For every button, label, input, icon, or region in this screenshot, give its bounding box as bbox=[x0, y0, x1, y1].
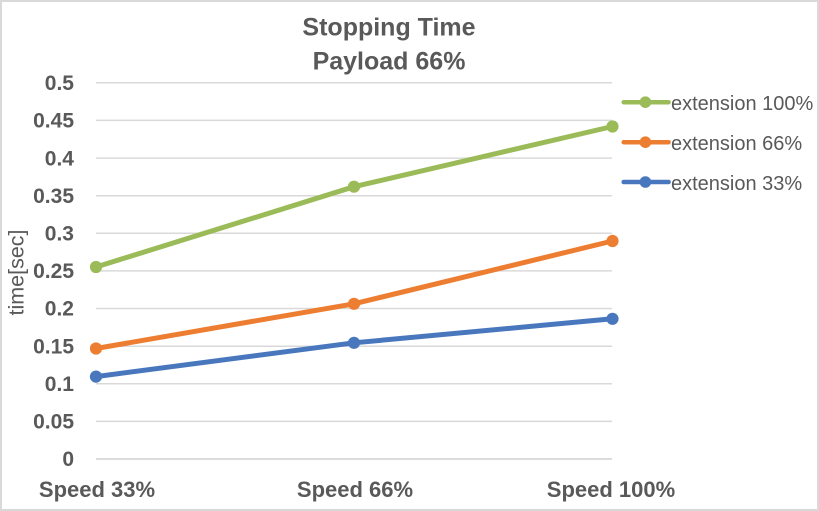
svg-text:Speed 100%: Speed 100% bbox=[547, 477, 675, 502]
svg-text:0.4: 0.4 bbox=[45, 147, 75, 170]
svg-text:extension 33%: extension 33% bbox=[671, 173, 802, 195]
svg-text:Stopping Time: Stopping Time bbox=[302, 14, 475, 42]
svg-text:Speed 66%: Speed 66% bbox=[297, 477, 413, 502]
svg-text:Speed 33%: Speed 33% bbox=[39, 477, 155, 502]
svg-text:0.35: 0.35 bbox=[33, 185, 74, 208]
svg-text:0: 0 bbox=[62, 448, 74, 471]
svg-text:extension 100%: extension 100% bbox=[671, 93, 814, 115]
svg-text:0.1: 0.1 bbox=[45, 373, 75, 396]
svg-text:0.3: 0.3 bbox=[45, 223, 74, 246]
svg-text:0.05: 0.05 bbox=[33, 411, 74, 434]
svg-text:0.15: 0.15 bbox=[33, 335, 74, 358]
svg-text:time[sec]: time[sec] bbox=[5, 229, 29, 315]
svg-text:0.25: 0.25 bbox=[33, 260, 74, 283]
svg-text:0.2: 0.2 bbox=[45, 298, 74, 321]
svg-text:Payload 66%: Payload 66% bbox=[313, 48, 466, 76]
svg-text:0.5: 0.5 bbox=[45, 72, 75, 95]
svg-text:extension 66%: extension 66% bbox=[671, 133, 802, 155]
svg-text:0.45: 0.45 bbox=[33, 110, 74, 133]
